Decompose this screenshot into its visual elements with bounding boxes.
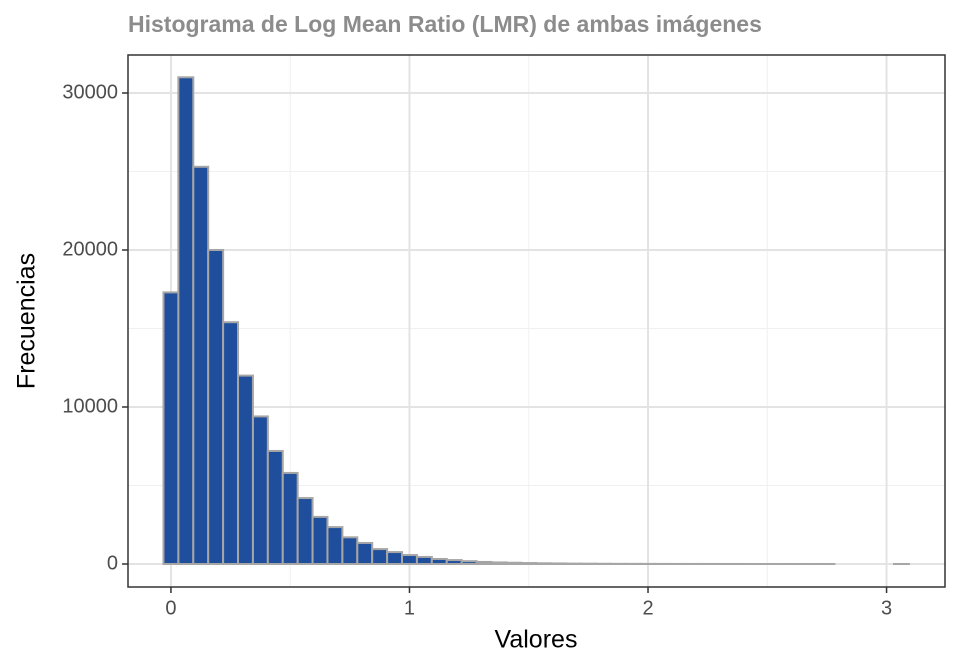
bar — [251, 415, 269, 565]
panel-border — [127, 54, 946, 588]
bar — [207, 248, 225, 565]
y-axis-title: Frecuencias — [13, 253, 41, 389]
bar — [535, 562, 553, 565]
bar — [445, 559, 463, 565]
bar — [550, 562, 568, 565]
x-tick-label: 3 — [881, 597, 892, 619]
bar — [162, 291, 180, 565]
x-tick-label: 1 — [404, 597, 415, 619]
chart-title: Histograma de Log Mean Ratio (LMR) de am… — [128, 11, 762, 37]
bar — [430, 557, 448, 565]
bar — [281, 471, 299, 565]
bar — [475, 560, 493, 565]
bar — [311, 515, 329, 565]
bar — [296, 497, 314, 565]
bar — [266, 449, 284, 565]
bar — [237, 374, 254, 565]
y-tick-label: 0 — [107, 552, 118, 574]
y-tick-label: 30000 — [62, 81, 118, 103]
bar — [341, 536, 359, 565]
bar — [415, 555, 433, 565]
bar — [490, 561, 508, 565]
y-tick-label: 10000 — [62, 395, 118, 417]
bar — [192, 165, 210, 565]
x-axis-title: Valores — [495, 626, 578, 654]
bar — [177, 76, 195, 565]
bar — [371, 548, 389, 565]
bar — [460, 560, 478, 565]
bar — [326, 526, 344, 565]
bar — [401, 554, 418, 565]
x-tick-label: 0 — [165, 597, 176, 619]
bar — [520, 562, 538, 565]
bar — [222, 321, 240, 565]
y-tick-label: 20000 — [62, 238, 118, 260]
bar — [356, 541, 374, 565]
bar — [386, 551, 404, 565]
x-tick-label: 2 — [642, 597, 653, 619]
bar — [505, 561, 523, 565]
